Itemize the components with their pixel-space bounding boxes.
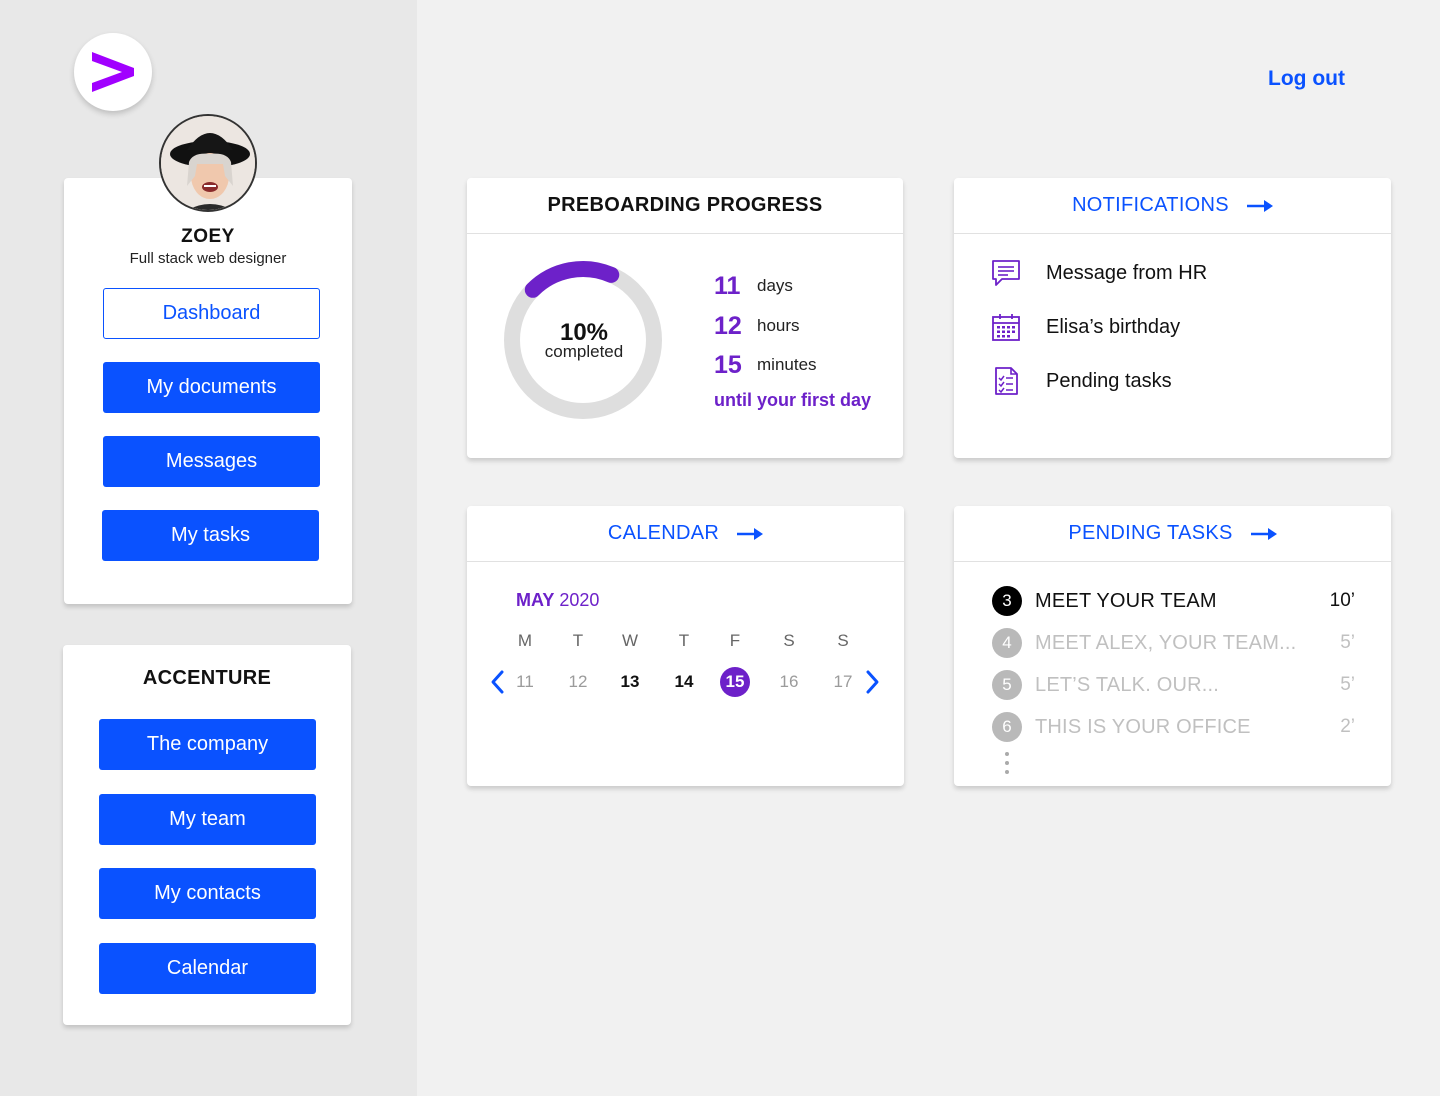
avatar-photo-icon <box>161 116 255 210</box>
calendar-day[interactable]: 17 <box>833 672 853 691</box>
calendar-day[interactable]: 11 <box>516 672 534 691</box>
task-row[interactable]: 6 THIS IS YOUR OFFICE 2’ <box>992 711 1355 743</box>
task-name: LET’S TALK. OUR... <box>1035 673 1220 696</box>
pending-tasks-card: PENDING TASKS 3 MEET YOUR TEAM 10’ 4 MEE… <box>954 506 1391 786</box>
notification-birthday[interactable]: Elisa’s birthday <box>990 310 1180 344</box>
countdown-minutes-unit: minutes <box>757 355 817 374</box>
company-title: ACCENTURE <box>142 667 272 689</box>
calendar-day[interactable]: 13 <box>620 672 640 691</box>
task-row[interactable]: 3 MEET YOUR TEAM 10’ <box>992 585 1355 617</box>
my-team-button[interactable]: My team <box>99 794 316 845</box>
arrow-right-icon <box>1250 527 1277 540</box>
countdown-hours-value: 12 <box>714 312 742 340</box>
calendar-day[interactable]: 16 <box>779 672 799 691</box>
task-number-badge: 6 <box>992 712 1022 742</box>
countdown-days-unit: days <box>757 276 793 295</box>
task-duration: 5’ <box>1340 674 1355 695</box>
dashboard-button[interactable]: Dashboard <box>103 288 320 339</box>
my-documents-button[interactable]: My documents <box>103 362 320 413</box>
my-contacts-button[interactable]: My contacts <box>99 868 316 919</box>
task-name: MEET YOUR TEAM <box>1035 589 1217 612</box>
task-row[interactable]: 5 LET’S TALK. OUR... 5’ <box>992 669 1355 701</box>
task-number-badge: 3 <box>992 586 1022 616</box>
weekday-label: S <box>783 631 795 650</box>
notification-message-from-hr[interactable]: Message from HR <box>990 256 1207 290</box>
progress-donut <box>504 261 662 419</box>
notifications-card: NOTIFICATIONS Message from HR Elisa’s b <box>954 178 1391 458</box>
progress-percent: 10% <box>559 319 609 346</box>
checklist-icon <box>995 367 1018 395</box>
avatar <box>159 114 257 212</box>
countdown-hours-unit: hours <box>757 316 800 335</box>
calendar-month-label: MAY 2020 <box>516 590 599 611</box>
weekday-label: S <box>837 631 849 650</box>
calendar-card: CALENDAR MAY 2020 M T W T F S S 11 12 13… <box>467 506 904 786</box>
weekday-label: T <box>678 631 690 650</box>
notification-label: Elisa’s birthday <box>1046 315 1181 338</box>
progress-completed-label: completed <box>544 342 624 361</box>
weekday-label: W <box>621 631 639 650</box>
more-vertical-icon[interactable] <box>1005 752 1009 779</box>
progress-title: PREBOARDING PROGRESS <box>547 194 823 216</box>
task-duration: 5’ <box>1340 632 1355 653</box>
task-duration: 2’ <box>1340 716 1355 737</box>
calendar-header[interactable]: CALENDAR <box>467 506 904 562</box>
notifications-header[interactable]: NOTIFICATIONS <box>954 178 1391 234</box>
messages-button[interactable]: Messages <box>103 436 320 487</box>
task-number-badge: 4 <box>992 628 1022 658</box>
the-company-button[interactable]: The company <box>99 719 316 770</box>
pending-tasks-header[interactable]: PENDING TASKS <box>954 506 1391 562</box>
countdown-days-value: 11 <box>714 272 741 300</box>
calendar-button[interactable]: Calendar <box>99 943 316 994</box>
chevron-logo-icon <box>92 52 134 92</box>
accenture-logo[interactable] <box>74 33 152 111</box>
calendar-day[interactable]: 12 <box>568 672 588 691</box>
notification-label: Pending tasks <box>1046 369 1172 392</box>
task-row[interactable]: 4 MEET ALEX, YOUR TEAM... 5’ <box>992 627 1355 659</box>
task-name: MEET ALEX, YOUR TEAM... <box>1035 631 1297 654</box>
calendar-day[interactable]: 14 <box>674 672 694 691</box>
calendar-month: MAY <box>516 590 555 610</box>
weekday-label: F <box>729 631 741 650</box>
preboarding-progress-card: PREBOARDING PROGRESS 10% completed 11 da… <box>467 178 903 458</box>
chevron-right-icon[interactable] <box>862 668 882 696</box>
profile-name: ZOEY <box>181 226 235 247</box>
message-icon <box>992 260 1020 286</box>
calendar-year: 2020 <box>559 590 600 610</box>
notifications-title: NOTIFICATIONS <box>1072 194 1229 216</box>
profile-card: ZOEY Full stack web designer Dashboard M… <box>64 178 352 604</box>
task-duration: 10’ <box>1329 590 1355 611</box>
calendar-title: CALENDAR <box>607 522 720 544</box>
notification-label: Message from HR <box>1046 261 1208 284</box>
my-tasks-button[interactable]: My tasks <box>102 510 319 561</box>
pending-tasks-title: PENDING TASKS <box>1068 522 1233 544</box>
arrow-right-icon <box>1246 199 1273 212</box>
progress-donut-fill <box>504 261 662 419</box>
countdown-minutes-value: 15 <box>714 351 742 379</box>
logout-link[interactable]: Log out <box>1268 67 1345 90</box>
company-card: ACCENTURE The company My team My contact… <box>63 645 351 1025</box>
task-name: THIS IS YOUR OFFICE <box>1035 715 1251 738</box>
countdown-until-label: until your first day <box>714 390 872 410</box>
weekday-label: T <box>572 631 584 650</box>
task-number-badge: 5 <box>992 670 1022 700</box>
profile-role: Full stack web designer <box>129 250 287 267</box>
calendar-icon <box>992 314 1020 341</box>
weekday-label: M <box>517 631 533 650</box>
calendar-day-selected[interactable]: 15 <box>720 667 750 697</box>
notification-pending-tasks[interactable]: Pending tasks <box>990 364 1172 398</box>
chevron-left-icon[interactable] <box>488 668 508 696</box>
arrow-right-icon <box>737 527 764 540</box>
progress-header: PREBOARDING PROGRESS <box>467 178 903 234</box>
